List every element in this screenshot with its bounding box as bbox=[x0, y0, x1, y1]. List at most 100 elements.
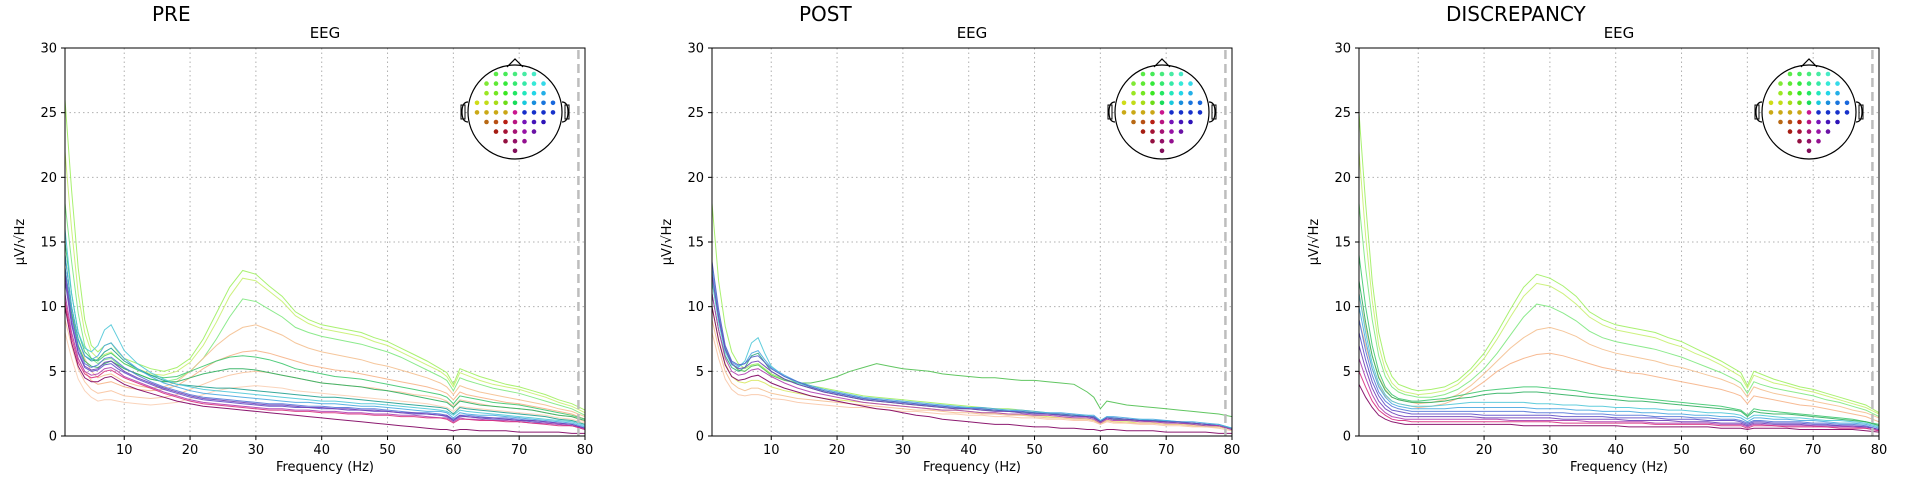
axes-title: EEG bbox=[956, 24, 988, 42]
electrode bbox=[1835, 110, 1840, 115]
x-tick-label: 30 bbox=[895, 443, 912, 458]
electrode bbox=[1188, 100, 1193, 106]
electrode bbox=[1835, 90, 1840, 96]
electrode bbox=[1778, 100, 1783, 106]
left-ear bbox=[1108, 101, 1116, 123]
electrode bbox=[484, 110, 489, 115]
electrode bbox=[1159, 71, 1165, 77]
electrode bbox=[1121, 100, 1127, 106]
right-ear-mark bbox=[564, 104, 570, 120]
electrode bbox=[1825, 90, 1831, 96]
electrode bbox=[1825, 110, 1831, 115]
electrode bbox=[1169, 110, 1174, 115]
electrode bbox=[1816, 129, 1821, 134]
series-line-11 bbox=[1359, 345, 1879, 430]
electrode bbox=[1178, 90, 1184, 96]
electrode bbox=[1835, 119, 1840, 125]
series-line-9 bbox=[65, 254, 585, 425]
electrode bbox=[1825, 129, 1831, 134]
series-line-14 bbox=[65, 274, 585, 429]
right-ear bbox=[1208, 101, 1216, 123]
electrode bbox=[503, 129, 508, 134]
x-axis-label: Frequency (Hz) bbox=[923, 460, 1021, 475]
electrode bbox=[1806, 148, 1812, 154]
electrode bbox=[493, 71, 499, 77]
psd-plot: 10 20 30 40 50 60 70 80 0 5 10 15 20 25 30 Frequency (H… bbox=[13, 42, 593, 476]
x-tick-label: 10 bbox=[763, 443, 780, 458]
electrode bbox=[1150, 71, 1155, 77]
y-tick-label: 5 bbox=[1343, 365, 1351, 380]
electrode bbox=[503, 81, 508, 86]
electrode bbox=[1140, 110, 1146, 115]
electrode bbox=[493, 119, 499, 125]
electrode bbox=[503, 71, 508, 77]
series-line-2 bbox=[712, 306, 1232, 430]
series-line-8 bbox=[1359, 306, 1879, 429]
electrode bbox=[1150, 90, 1155, 96]
electrode bbox=[522, 100, 527, 106]
left-ear bbox=[1755, 101, 1763, 123]
series-line-1 bbox=[1359, 151, 1879, 415]
x-tick-label: 50 bbox=[1673, 443, 1690, 458]
series-line-0 bbox=[712, 203, 1232, 430]
electrode bbox=[1150, 119, 1155, 125]
electrode bbox=[493, 110, 499, 115]
x-tick-label: 20 bbox=[829, 443, 846, 458]
electrode bbox=[1835, 81, 1840, 86]
electrode bbox=[1797, 100, 1802, 106]
electrode bbox=[1131, 100, 1136, 106]
electrode bbox=[1787, 119, 1793, 125]
electrode bbox=[1806, 90, 1812, 96]
y-tick-label: 30 bbox=[1334, 42, 1351, 57]
electrode bbox=[522, 129, 527, 134]
electrode bbox=[1806, 100, 1812, 106]
left-ear bbox=[461, 101, 469, 123]
electrode bbox=[1178, 129, 1184, 134]
left-ear-mark bbox=[1107, 104, 1113, 120]
psd-plot: 10 20 30 40 50 60 70 80 0 5 10 15 20 25 30 Frequency (H… bbox=[660, 42, 1241, 476]
electrode bbox=[550, 100, 556, 106]
electrode bbox=[1188, 119, 1193, 125]
electrode bbox=[541, 81, 546, 86]
y-tick-label: 0 bbox=[49, 430, 57, 445]
y-axis-label: µV/√Hz bbox=[660, 219, 675, 266]
nose bbox=[1153, 58, 1171, 68]
y-tick-label: 10 bbox=[687, 300, 704, 315]
electrode bbox=[531, 100, 537, 106]
electrode bbox=[503, 119, 508, 125]
electrode bbox=[1131, 119, 1136, 125]
y-tick-label: 30 bbox=[687, 42, 704, 57]
electrode bbox=[1178, 81, 1184, 86]
electrode bbox=[522, 119, 527, 125]
x-tick-label: 80 bbox=[1871, 443, 1888, 458]
electrode bbox=[541, 110, 546, 115]
electrode bbox=[1178, 119, 1184, 125]
series-group bbox=[65, 99, 585, 434]
panel-title: PRE bbox=[152, 2, 191, 26]
series-line-11 bbox=[712, 306, 1232, 434]
electrode bbox=[512, 148, 518, 154]
electrode bbox=[1787, 110, 1793, 115]
electrode bbox=[512, 81, 518, 86]
series-line-12 bbox=[65, 267, 585, 429]
y-tick-label: 15 bbox=[1334, 236, 1351, 251]
electrode bbox=[503, 90, 508, 96]
electrode bbox=[512, 90, 518, 96]
x-tick-label: 20 bbox=[182, 443, 199, 458]
series-line-4 bbox=[712, 332, 1232, 432]
electrode bbox=[531, 129, 537, 134]
x-tick-label: 80 bbox=[1224, 443, 1241, 458]
series-line-5 bbox=[712, 280, 1232, 429]
electrode bbox=[512, 129, 518, 134]
electrode bbox=[1778, 90, 1783, 96]
electrode bbox=[1159, 110, 1165, 115]
electrode bbox=[522, 90, 527, 96]
series-line-3 bbox=[65, 280, 585, 418]
electrode bbox=[512, 100, 518, 106]
electrode bbox=[1787, 129, 1793, 134]
electrode bbox=[1816, 100, 1821, 106]
electrode bbox=[1797, 129, 1802, 134]
electrode bbox=[1768, 100, 1774, 106]
electrode bbox=[522, 110, 527, 115]
x-tick-label: 70 bbox=[1805, 443, 1822, 458]
